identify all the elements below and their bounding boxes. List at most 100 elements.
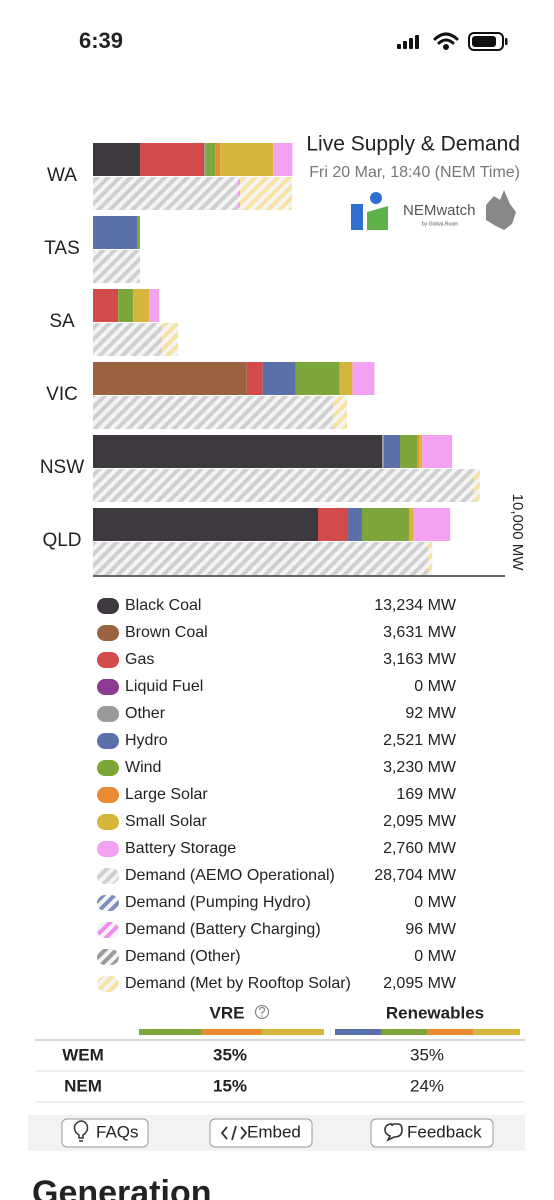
bar-segment — [93, 396, 333, 429]
bar-segment — [347, 508, 363, 541]
category-label: WA — [47, 165, 77, 186]
bar-segment — [93, 508, 319, 541]
legend-label: Demand (Battery Charging) — [125, 921, 321, 938]
renewables-value: 35% — [410, 1045, 444, 1064]
bar-segment — [206, 143, 216, 176]
section-heading: Generation — [32, 1174, 211, 1200]
nemwatch-logo: NEMwatch by Global-Roam — [351, 190, 516, 230]
legend-swatch — [97, 949, 119, 965]
bar-segment — [93, 435, 383, 468]
bar-segment — [362, 508, 409, 541]
help-icon[interactable] — [254, 1004, 270, 1020]
category-label: QLD — [42, 530, 81, 551]
x-tick-label: 10,000 MW — [509, 494, 526, 572]
legend-label: Small Solar — [125, 813, 207, 830]
legend-label: Demand (AEMO Operational) — [125, 867, 335, 884]
vre-value: 15% — [213, 1076, 247, 1095]
category-label: TAS — [44, 238, 80, 259]
legend-total: 92 MW — [405, 705, 457, 722]
button-label[interactable]: Embed — [247, 1122, 301, 1141]
bar-segment — [93, 250, 140, 283]
bar-segment — [93, 323, 163, 356]
bar-segment — [215, 143, 221, 176]
category-label: VIC — [46, 384, 78, 405]
share-table: VRE Renewables WEM 35% 35% NEM 15% 24% — [35, 1003, 525, 1103]
bar-segment — [339, 362, 353, 395]
vre-value: 35% — [213, 1045, 247, 1064]
bar-segment — [318, 508, 348, 541]
legend-label: Demand (Other) — [125, 948, 241, 965]
renewables-value: 24% — [410, 1076, 444, 1095]
bar-segment — [419, 435, 423, 468]
legend-total: 3,230 MW — [383, 759, 457, 776]
legend-swatch — [97, 868, 119, 884]
legend-total: 96 MW — [405, 921, 457, 938]
logo-name: NEMwatch — [403, 202, 476, 219]
bar-segment — [295, 362, 340, 395]
wifi-icon — [433, 32, 459, 50]
bar-segment — [273, 143, 293, 176]
logo-tagline: by Global-Roam — [422, 221, 458, 227]
legend-total: 2,095 MW — [383, 975, 457, 992]
legend-total: 3,163 MW — [383, 651, 457, 668]
button-label[interactable]: Feedback — [407, 1122, 482, 1141]
legend-total: 0 MW — [414, 948, 457, 965]
legend-total: 0 MW — [414, 894, 457, 911]
vre-header: VRE — [210, 1003, 245, 1022]
legend-swatch — [97, 733, 119, 749]
bar-segment — [382, 435, 385, 468]
legend-label: Black Coal — [125, 597, 201, 614]
legend-label: Large Solar — [125, 786, 208, 803]
bar-segment — [220, 143, 274, 176]
legend-swatch — [97, 922, 119, 938]
legend-total: 2,095 MW — [383, 813, 457, 830]
legend-label: Other — [125, 705, 166, 722]
legend-swatch — [97, 625, 119, 641]
bar-segment — [136, 216, 140, 249]
legend-swatch — [97, 679, 119, 695]
legend-swatch — [97, 598, 119, 614]
bar-segment — [93, 542, 429, 575]
faqs-button[interactable]: FAQs — [61, 1118, 149, 1148]
bar-segment — [352, 362, 375, 395]
legend-total: 28,704 MW — [374, 867, 457, 884]
bar-segment — [93, 469, 474, 502]
bar-segment — [428, 542, 433, 575]
bar-segment — [238, 177, 240, 210]
vre-color-bar — [139, 1029, 324, 1035]
legend-label: Demand (Met by Rooftop Solar) — [125, 975, 351, 992]
category-label: NSW — [40, 457, 84, 478]
legend-label: Wind — [125, 759, 161, 776]
legend-swatch — [97, 976, 119, 992]
legend-total: 0 MW — [414, 678, 457, 695]
legend: Black Coal 13,234 MW Brown Coal 3,631 MW Gas… — [97, 597, 457, 992]
chart-subtitle: Fri 20 Mar, 18:40 (NEM Time) — [309, 164, 520, 181]
legend-label: Demand (Pumping Hydro) — [125, 894, 311, 911]
legend-swatch — [97, 652, 119, 668]
legend-label: Brown Coal — [125, 624, 208, 641]
legend-total: 2,521 MW — [383, 732, 457, 749]
legend-label: Gas — [125, 651, 154, 668]
bar-segment — [239, 177, 292, 210]
legend-total: 13,234 MW — [374, 597, 457, 614]
legend-swatch — [97, 760, 119, 776]
legend-swatch — [97, 895, 119, 911]
legend-label: Battery Storage — [125, 840, 236, 857]
renewables-header: Renewables — [386, 1003, 484, 1022]
legend-swatch — [97, 841, 119, 857]
bar-segment — [93, 289, 119, 322]
row-label: NEM — [64, 1076, 102, 1095]
embed-button[interactable]: Embed — [209, 1118, 313, 1148]
bar-segment — [204, 143, 207, 176]
feedback-button[interactable]: Feedback — [370, 1118, 494, 1148]
bar-segment — [417, 435, 420, 468]
legend-swatch — [97, 706, 119, 722]
bar-segment — [133, 289, 150, 322]
bar-segment — [408, 508, 414, 541]
bar-segment — [246, 362, 263, 395]
bar-segment — [384, 435, 401, 468]
button-label[interactable]: FAQs — [96, 1122, 139, 1141]
legend-total: 3,631 MW — [383, 624, 457, 641]
